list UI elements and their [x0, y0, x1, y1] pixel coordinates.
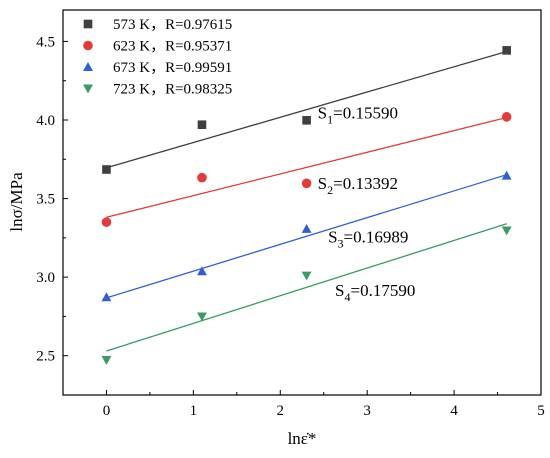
slope-annotation-s2: S2=0.13392: [318, 174, 398, 197]
x-tick-label-4: 4: [450, 403, 458, 419]
legend-marker-3: [83, 84, 93, 94]
x-tick-label-0: 0: [103, 403, 111, 419]
data-point-0-2: [302, 116, 311, 125]
fit-line-3: [106, 223, 507, 352]
data-point-1-1: [197, 172, 207, 183]
legend-label-2: 673 K，R=0.99591: [113, 60, 232, 76]
data-point-1-2: [301, 178, 312, 189]
legend: 573 K，R=0.97615 623 K，R=0.95371 673 K，R=0.…: [83, 17, 232, 98]
data-point-1-3: [501, 112, 512, 122]
data-point-3-0: [101, 356, 112, 365]
data-point-2-0: [101, 292, 112, 302]
x-tick-label-3: 3: [363, 403, 371, 419]
legend-label-1: 623 K，R=0.95371: [113, 39, 232, 55]
data-point-1-0: [101, 217, 112, 227]
legend-label-3: 723 K，R=0.98325: [113, 82, 232, 98]
slope-annotation-s3: S3=0.16989: [328, 228, 408, 251]
x-tick-label-1: 1: [190, 403, 198, 419]
x-axis-label: lnε̇*: [288, 429, 317, 448]
x-tick-label-2: 2: [277, 403, 285, 419]
legend-label-0: 573 K，R=0.97615: [113, 17, 232, 33]
data-point-3-3: [501, 226, 512, 236]
slope-annotations: S1=0.15590 S2=0.13392 S3=0.16989 S4=0.17590: [318, 103, 416, 304]
y-tick-label-1: 3.0: [36, 270, 55, 286]
y-axis-label: lnσ/MPa: [7, 172, 26, 232]
data-point-2-3: [501, 170, 512, 180]
y-tick-label-2: 3.5: [36, 192, 55, 208]
plot-frame: [62, 9, 542, 396]
fit-lines: [106, 50, 507, 352]
data-point-0-0: [102, 165, 111, 174]
fit-line-0: [106, 50, 507, 169]
y-tick-label-0: 2.5: [36, 349, 55, 365]
data-point-2-2: [301, 223, 312, 233]
y-tick-label-4: 4.5: [36, 34, 55, 50]
x-tick-label-5: 5: [537, 403, 545, 419]
axis-ticks: 0 1 2 3 4 5 2.5 3.0 3.5 4.0 4.5: [36, 34, 545, 419]
data-points: [101, 46, 512, 365]
y-tick-label-3: 4.0: [36, 113, 55, 129]
fit-line-2: [106, 174, 507, 299]
data-point-2-1: [197, 266, 207, 276]
slope-annotation-s4: S4=0.17590: [335, 281, 415, 304]
legend-marker-2: [83, 62, 93, 71]
data-point-3-2: [301, 271, 312, 281]
legend-marker-0: [83, 19, 93, 29]
legend-marker-1: [83, 40, 93, 51]
data-point-0-3: [502, 46, 511, 55]
data-point-0-1: [197, 120, 207, 130]
data-point-3-1: [197, 312, 207, 322]
slope-annotation-s1: S1=0.15590: [318, 103, 398, 126]
fit-line-1: [106, 116, 507, 218]
